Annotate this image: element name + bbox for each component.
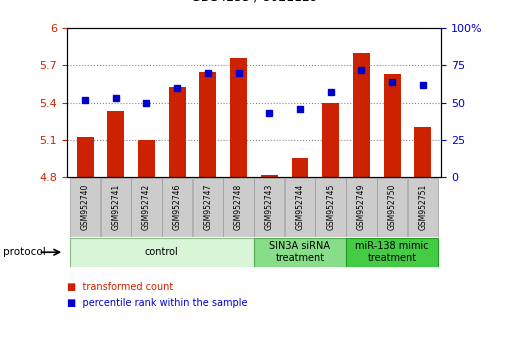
Bar: [291, 158, 308, 177]
Text: GSM952740: GSM952740: [81, 184, 90, 230]
Bar: [76, 137, 93, 177]
FancyBboxPatch shape: [346, 238, 438, 267]
FancyBboxPatch shape: [346, 178, 377, 236]
Bar: [200, 72, 216, 177]
Bar: [230, 58, 247, 177]
Text: SIN3A siRNA
treatment: SIN3A siRNA treatment: [269, 241, 330, 263]
FancyBboxPatch shape: [377, 178, 407, 236]
FancyBboxPatch shape: [193, 178, 223, 236]
Text: GDS4255 / 8021129: GDS4255 / 8021129: [190, 0, 318, 4]
FancyBboxPatch shape: [70, 178, 101, 236]
Bar: [138, 140, 155, 177]
FancyBboxPatch shape: [254, 178, 285, 236]
FancyBboxPatch shape: [254, 238, 346, 267]
Text: GSM952742: GSM952742: [142, 184, 151, 230]
FancyBboxPatch shape: [285, 178, 315, 236]
Bar: [261, 175, 278, 177]
FancyBboxPatch shape: [223, 178, 254, 236]
Bar: [107, 111, 124, 177]
Text: GSM952743: GSM952743: [265, 184, 274, 230]
Bar: [353, 53, 370, 177]
Text: GSM952751: GSM952751: [418, 184, 427, 230]
FancyBboxPatch shape: [407, 178, 438, 236]
FancyBboxPatch shape: [131, 178, 162, 236]
FancyBboxPatch shape: [101, 178, 131, 236]
Text: control: control: [145, 247, 179, 257]
FancyBboxPatch shape: [162, 178, 192, 236]
Bar: [415, 127, 431, 177]
Text: GSM952746: GSM952746: [173, 184, 182, 230]
Text: GSM952750: GSM952750: [387, 184, 397, 230]
Bar: [169, 86, 186, 177]
Text: protocol: protocol: [3, 247, 45, 257]
Text: ■  percentile rank within the sample: ■ percentile rank within the sample: [67, 298, 247, 308]
FancyBboxPatch shape: [70, 238, 254, 267]
Text: ■  transformed count: ■ transformed count: [67, 282, 173, 292]
Text: GSM952745: GSM952745: [326, 184, 335, 230]
Bar: [384, 74, 401, 177]
Bar: [322, 103, 339, 177]
Text: GSM952749: GSM952749: [357, 184, 366, 230]
Text: GSM952748: GSM952748: [234, 184, 243, 230]
FancyBboxPatch shape: [315, 178, 346, 236]
Text: GSM952741: GSM952741: [111, 184, 121, 230]
Text: GSM952747: GSM952747: [203, 184, 212, 230]
Text: GSM952744: GSM952744: [295, 184, 305, 230]
Text: miR-138 mimic
treatment: miR-138 mimic treatment: [356, 241, 429, 263]
